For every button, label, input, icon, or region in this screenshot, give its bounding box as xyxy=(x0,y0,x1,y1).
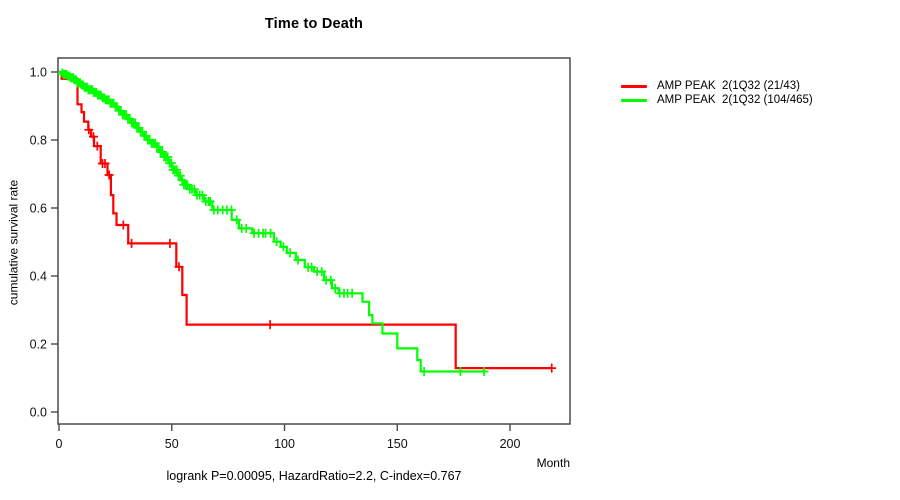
y-tick-label: 0.8 xyxy=(30,134,47,148)
statistics-footnote: logrank P=0.00095, HazardRatio=2.2, C-in… xyxy=(166,469,462,483)
censor-ticks-green xyxy=(57,68,489,376)
x-tick-label: 0 xyxy=(56,437,63,451)
legend: AMP PEAK 2(1Q32 (21/43) AMP PEAK 2(1Q32 … xyxy=(621,79,813,107)
x-tick-label: 200 xyxy=(500,437,521,451)
x-tick-label: 50 xyxy=(165,437,179,451)
y-tick-label: 0.0 xyxy=(30,406,47,420)
plot-border xyxy=(57,57,571,425)
y-tick-label: 0.6 xyxy=(30,202,47,216)
x-tick-label: 100 xyxy=(274,437,295,451)
legend-swatch-green xyxy=(621,98,647,102)
chart-title: Time to Death xyxy=(264,16,364,32)
y-axis-label: cumulative survival rate xyxy=(6,179,21,306)
censor-ticks-red xyxy=(84,125,557,373)
x-axis-label: Month xyxy=(536,456,570,470)
km-curve-red xyxy=(59,70,552,370)
legend-label-red: AMP PEAK 2(1Q32 (21/43) xyxy=(657,80,800,92)
y-tick-label: 1.0 xyxy=(30,66,47,80)
y-tick-label: 0.4 xyxy=(30,270,47,284)
legend-swatch-red xyxy=(621,84,647,88)
y-tick-label: 0.2 xyxy=(30,338,47,352)
x-tick-label: 150 xyxy=(387,437,408,451)
legend-item-red: AMP PEAK 2(1Q32 (21/43) xyxy=(621,79,813,93)
legend-item-green: AMP PEAK 2(1Q32 (104/465) xyxy=(621,93,813,107)
legend-label-green: AMP PEAK 2(1Q32 (104/465) xyxy=(657,94,813,106)
